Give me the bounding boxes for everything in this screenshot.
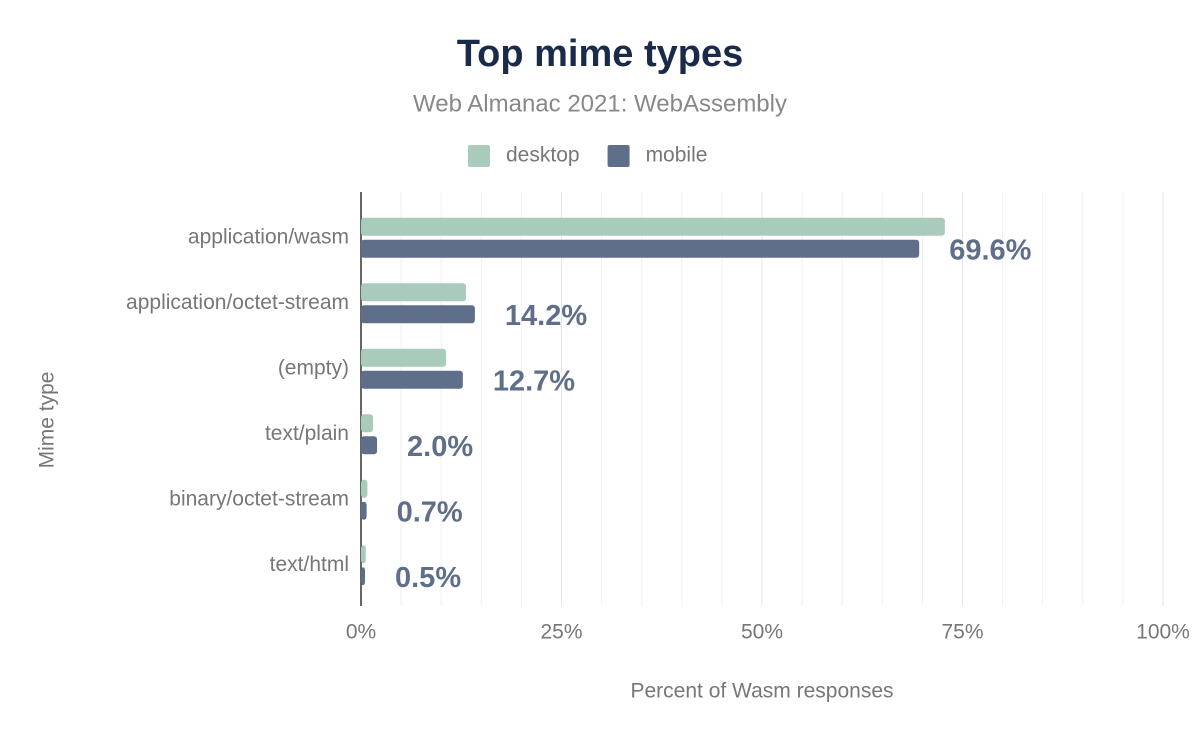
bar bbox=[361, 370, 463, 389]
y-tick-label: application/wasm bbox=[188, 225, 349, 248]
bar bbox=[361, 217, 945, 236]
chart-subtitle: Web Almanac 2021: WebAssembly bbox=[413, 90, 787, 117]
value-label: 0.5% bbox=[395, 562, 461, 594]
value-label: 69.6% bbox=[949, 234, 1031, 266]
bar bbox=[361, 305, 475, 324]
bar bbox=[361, 545, 366, 564]
y-tick-label: text/plain bbox=[265, 422, 349, 445]
legend-swatch bbox=[607, 145, 630, 167]
bar bbox=[361, 501, 367, 520]
y-axis-title: Mime type bbox=[36, 372, 59, 469]
value-label: 12.7% bbox=[493, 365, 575, 397]
x-axis-title: Percent of Wasm responses bbox=[631, 680, 894, 703]
value-label: 14.2% bbox=[505, 300, 587, 332]
bar bbox=[361, 567, 366, 586]
y-tick-label: binary/octet-stream bbox=[169, 487, 349, 510]
value-label: 2.0% bbox=[407, 431, 473, 463]
x-tick-label: 25% bbox=[540, 621, 582, 644]
x-tick-label: 100% bbox=[1136, 621, 1190, 644]
x-tick-label: 0% bbox=[346, 621, 376, 644]
value-label: 0.7% bbox=[397, 496, 463, 528]
legend-label: desktop bbox=[506, 144, 580, 167]
chart-title: Top mime types bbox=[457, 33, 743, 75]
y-tick-label: application/octet-stream bbox=[126, 291, 349, 314]
bar bbox=[361, 479, 368, 498]
y-tick-label: text/html bbox=[270, 553, 349, 576]
legend-label: mobile bbox=[646, 144, 708, 167]
y-tick-label: (empty) bbox=[278, 356, 349, 379]
x-tick-label: 50% bbox=[741, 621, 783, 644]
legend-swatch bbox=[468, 145, 490, 167]
bar bbox=[361, 348, 447, 367]
bar bbox=[361, 436, 378, 455]
bar bbox=[361, 414, 374, 433]
bar bbox=[361, 239, 920, 258]
bar bbox=[361, 283, 467, 302]
x-tick-label: 75% bbox=[941, 621, 983, 644]
